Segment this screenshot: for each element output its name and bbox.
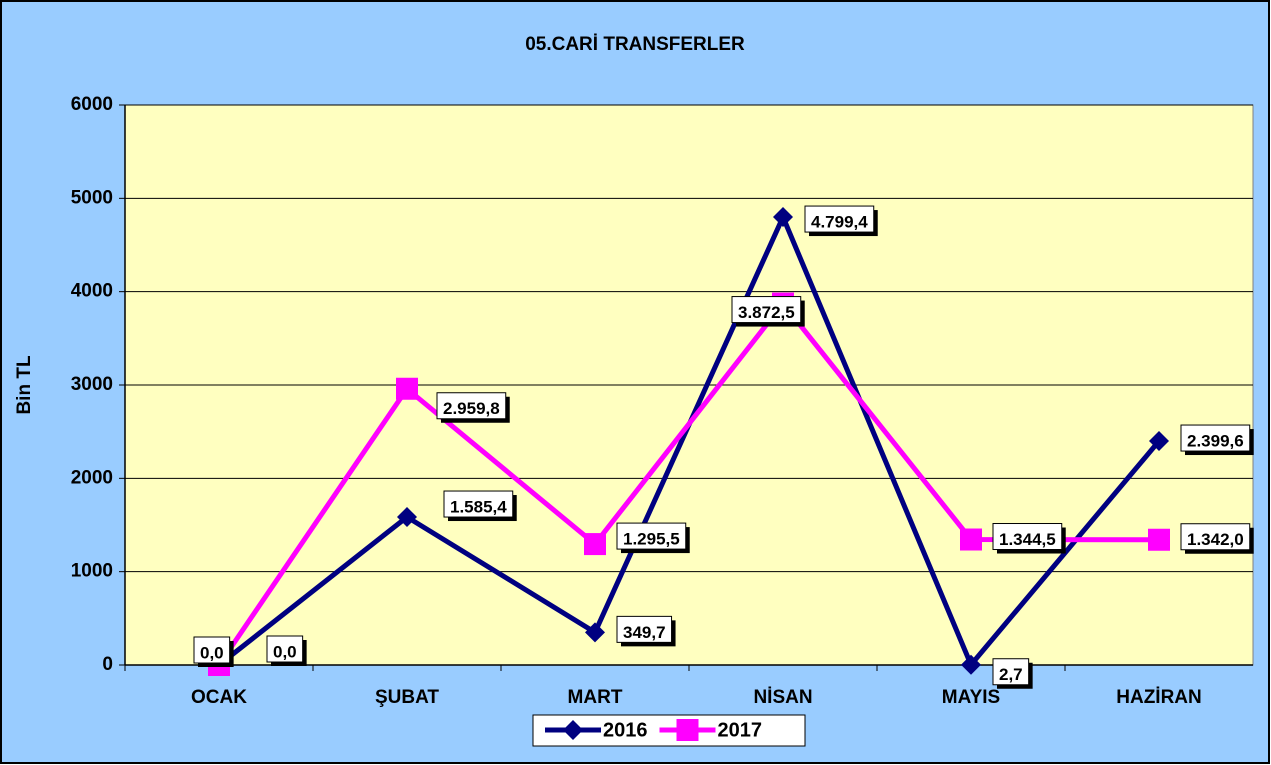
marker — [397, 507, 417, 528]
y-axis-label: Bin TL — [14, 355, 35, 414]
data-label: 0,0 — [200, 643, 224, 662]
marker — [773, 207, 793, 228]
data-label: 1.585,4 — [450, 498, 507, 517]
data-label: 4.799,4 — [811, 213, 868, 232]
y-tick-label: 3000 — [71, 374, 113, 395]
marker — [676, 719, 699, 741]
x-tick-label: OCAK — [191, 687, 247, 708]
marker — [563, 720, 583, 740]
data-label-box — [731, 296, 802, 324]
data-label: 2.399,6 — [1187, 432, 1244, 451]
marker — [585, 622, 605, 643]
y-tick-label: 0 — [102, 654, 113, 675]
y-tick-label: 4000 — [71, 281, 113, 302]
data-label-box — [992, 523, 1063, 551]
chart-title: 05.CARİ TRANSFERLER — [525, 34, 745, 55]
y-tick-label: 5000 — [71, 187, 113, 208]
data-label: 1.295,5 — [623, 530, 680, 549]
x-tick-label: HAZİRAN — [1116, 687, 1202, 708]
data-label-box — [443, 490, 514, 518]
data-label: 2,7 — [999, 665, 1023, 684]
marker — [396, 377, 418, 400]
data-label-box — [436, 392, 507, 420]
x-tick-label: MAYIS — [942, 687, 1000, 708]
data-label-box — [804, 205, 875, 233]
y-tick-label: 2000 — [71, 467, 113, 488]
y-tick-label: 1000 — [71, 561, 113, 582]
data-label-box — [616, 522, 687, 550]
data-label: 3.872,5 — [738, 303, 795, 322]
data-label-box — [616, 615, 673, 643]
x-tick-label: MART — [568, 687, 623, 708]
data-label: 1.342,0 — [1187, 530, 1244, 549]
marker — [584, 533, 606, 556]
marker — [960, 528, 982, 551]
legend-label: 2017 — [718, 719, 763, 741]
data-label: 1.344,5 — [999, 530, 1056, 549]
data-label: 2.959,8 — [443, 399, 500, 418]
marker — [961, 654, 981, 675]
x-tick-label: NİSAN — [753, 687, 812, 708]
marker — [1149, 431, 1169, 452]
data-label-box — [1180, 424, 1251, 452]
legend-label: 2016 — [603, 719, 648, 741]
data-label-box — [193, 636, 231, 664]
data-label-box — [266, 635, 304, 663]
x-tick-label: ŞUBAT — [375, 687, 439, 708]
data-label-box — [992, 658, 1030, 686]
y-tick-label: 6000 — [71, 94, 113, 115]
data-label: 0,0 — [273, 642, 297, 661]
data-label-box — [1180, 523, 1251, 551]
data-label: 349,7 — [623, 623, 666, 642]
marker — [1148, 528, 1170, 551]
